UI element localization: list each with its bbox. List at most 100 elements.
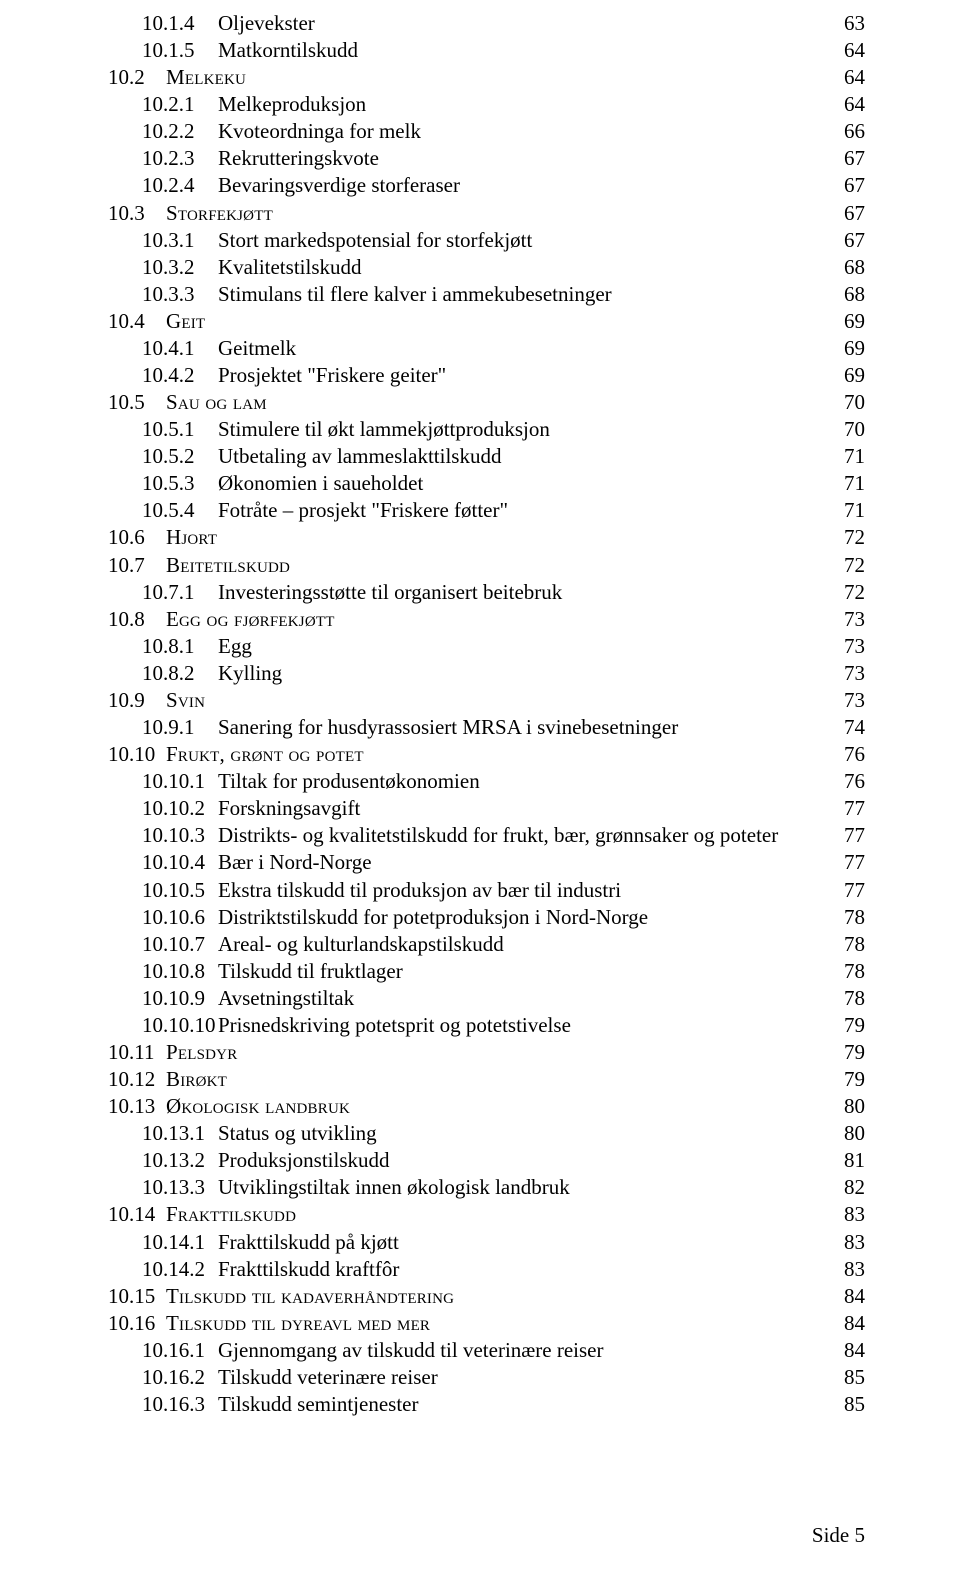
toc-entry-number: 10.5.3 — [142, 470, 218, 497]
toc-entry[interactable]: 10.2.2Kvoteordninga for melk66 — [108, 118, 865, 145]
toc-entry[interactable]: 10.13.3Utviklingstiltak innen økologisk … — [108, 1174, 865, 1201]
toc-entry[interactable]: 10.2.1Melkeproduksjon64 — [108, 91, 865, 118]
toc-entry-number: 10.10 — [108, 741, 166, 768]
toc-entry-page: 73 — [837, 687, 865, 714]
toc-entry[interactable]: 10.3Storfekjøtt67 — [108, 200, 865, 227]
toc-entry[interactable]: 10.5.1Stimulere til økt lammekjøttproduk… — [108, 416, 865, 443]
toc-entry-page: 80 — [837, 1093, 865, 1120]
toc-entry[interactable]: 10.10.6Distriktstilskudd for potetproduk… — [108, 904, 865, 931]
toc-entry[interactable]: 10.16.2Tilskudd veterinære reiser85 — [108, 1364, 865, 1391]
toc-entry-number: 10.5 — [108, 389, 166, 416]
toc-entry-label: Pelsdyr — [166, 1039, 237, 1066]
toc-entry[interactable]: 10.10.1Tiltak for produsentøkonomien76 — [108, 768, 865, 795]
toc-entry[interactable]: 10.8.2Kylling73 — [108, 660, 865, 687]
toc-entry[interactable]: 10.13Økologisk landbruk80 — [108, 1093, 865, 1120]
toc-entry[interactable]: 10.16Tilskudd til dyreavl med mer84 — [108, 1310, 865, 1337]
toc-entry-page: 73 — [837, 606, 865, 633]
toc-entry[interactable]: 10.11Pelsdyr79 — [108, 1039, 865, 1066]
toc-entry-label: Sanering for husdyrassosiert MRSA i svin… — [218, 714, 678, 741]
toc-entry[interactable]: 10.6Hjort72 — [108, 524, 865, 551]
toc-entry[interactable]: 10.5.4Fotråte – prosjekt "Friskere føtte… — [108, 497, 865, 524]
toc-entry-number: 10.10.9 — [142, 985, 218, 1012]
toc-entry-number: 10.2.2 — [142, 118, 218, 145]
toc-entry[interactable]: 10.16.1Gjennomgang av tilskudd til veter… — [108, 1337, 865, 1364]
toc-entry-label: Areal- og kulturlandskapstilskudd — [218, 931, 504, 958]
toc-entry-page: 83 — [837, 1201, 865, 1228]
toc-entry[interactable]: 10.4Geit69 — [108, 308, 865, 335]
toc-entry[interactable]: 10.12Birøkt79 — [108, 1066, 865, 1093]
toc-entry-page: 68 — [837, 254, 865, 281]
toc-entry-page: 79 — [837, 1012, 865, 1039]
toc-entry-page: 67 — [837, 145, 865, 172]
toc-entry-label: Ekstra tilskudd til produksjon av bær ti… — [218, 877, 621, 904]
toc-entry[interactable]: 10.9.1Sanering for husdyrassosiert MRSA … — [108, 714, 865, 741]
toc-entry-number: 10.15 — [108, 1283, 166, 1310]
toc-entry[interactable]: 10.10.3Distrikts- og kvalitetstilskudd f… — [108, 822, 865, 849]
toc-entry-page: 82 — [837, 1174, 865, 1201]
toc-entry-label: Frakttilskudd — [166, 1201, 296, 1228]
toc-entry[interactable]: 10.5.2Utbetaling av lammeslakttilskudd71 — [108, 443, 865, 470]
toc-entry[interactable]: 10.13.1Status og utvikling80 — [108, 1120, 865, 1147]
toc-entry[interactable]: 10.14.1Frakttilskudd på kjøtt83 — [108, 1229, 865, 1256]
toc-entry[interactable]: 10.7.1Investeringsstøtte til organisert … — [108, 579, 865, 606]
toc-entry-number: 10.13.1 — [142, 1120, 218, 1147]
toc-entry-page: 84 — [837, 1310, 865, 1337]
toc-entry-page: 78 — [837, 931, 865, 958]
toc-entry-label: Beitetilskudd — [166, 552, 290, 579]
toc-entry[interactable]: 10.10Frukt, grønt og potet76 — [108, 741, 865, 768]
toc-entry[interactable]: 10.16.3Tilskudd semintjenester85 — [108, 1391, 865, 1418]
toc-entry[interactable]: 10.3.3Stimulans til flere kalver i ammek… — [108, 281, 865, 308]
toc-entry-page: 64 — [837, 64, 865, 91]
toc-entry[interactable]: 10.5Sau og lam 70 — [108, 389, 865, 416]
toc-entry[interactable]: 10.8Egg og fjørfekjøtt73 — [108, 606, 865, 633]
table-of-contents: 10.1.4Oljevekster6310.1.5Matkorntilskudd… — [108, 10, 865, 1418]
toc-entry-page: 70 — [837, 389, 865, 416]
toc-entry[interactable]: 10.2.3Rekrutteringskvote67 — [108, 145, 865, 172]
toc-entry[interactable]: 10.1.4Oljevekster63 — [108, 10, 865, 37]
toc-entry-number: 10.1.5 — [142, 37, 218, 64]
toc-entry[interactable]: 10.5.3Økonomien i saueholdet71 — [108, 470, 865, 497]
toc-entry[interactable]: 10.2Melkeku64 — [108, 64, 865, 91]
toc-entry[interactable]: 10.10.8Tilskudd til fruktlager78 — [108, 958, 865, 985]
toc-entry-label: Gjennomgang av tilskudd til veterinære r… — [218, 1337, 604, 1364]
toc-entry[interactable]: 10.10.5Ekstra tilskudd til produksjon av… — [108, 877, 865, 904]
toc-entry[interactable]: 10.3.1Stort markedspotensial for storfek… — [108, 227, 865, 254]
toc-entry[interactable]: 10.2.4Bevaringsverdige storferaser67 — [108, 172, 865, 199]
toc-entry[interactable]: 10.9Svin73 — [108, 687, 865, 714]
toc-entry-label: Oljevekster — [218, 10, 315, 37]
toc-entry[interactable]: 10.10.7Areal- og kulturlandskapstilskudd… — [108, 931, 865, 958]
toc-entry[interactable]: 10.1.5Matkorntilskudd64 — [108, 37, 865, 64]
toc-entry[interactable]: 10.14.2Frakttilskudd kraftfôr83 — [108, 1256, 865, 1283]
toc-entry[interactable]: 10.15Tilskudd til kadaverhåndtering84 — [108, 1283, 865, 1310]
toc-entry[interactable]: 10.3.2Kvalitetstilskudd68 — [108, 254, 865, 281]
toc-entry[interactable]: 10.10.2Forskningsavgift77 — [108, 795, 865, 822]
toc-entry-page: 69 — [837, 308, 865, 335]
toc-entry-page: 83 — [837, 1229, 865, 1256]
toc-entry-label: Utviklingstiltak innen økologisk landbru… — [218, 1174, 570, 1201]
toc-entry[interactable]: 10.13.2Produksjonstilskudd81 — [108, 1147, 865, 1174]
toc-entry-label: Sau og lam — [166, 389, 267, 416]
toc-entry-number: 10.5.4 — [142, 497, 218, 524]
toc-entry[interactable]: 10.14Frakttilskudd83 — [108, 1201, 865, 1228]
toc-entry[interactable]: 10.7Beitetilskudd72 — [108, 552, 865, 579]
toc-entry-number: 10.10.6 — [142, 904, 218, 931]
toc-entry[interactable]: 10.4.2Prosjektet "Friskere geiter"69 — [108, 362, 865, 389]
toc-entry-page: 78 — [837, 985, 865, 1012]
toc-entry-number: 10.13.2 — [142, 1147, 218, 1174]
toc-entry-number: 10.3.2 — [142, 254, 218, 281]
toc-entry[interactable]: 10.10.10Prisnedskriving potetsprit og po… — [108, 1012, 865, 1039]
toc-entry[interactable]: 10.10.9Avsetningstiltak78 — [108, 985, 865, 1012]
toc-entry[interactable]: 10.8.1Egg73 — [108, 633, 865, 660]
toc-entry-page: 64 — [837, 37, 865, 64]
toc-entry-page: 66 — [837, 118, 865, 145]
toc-entry-label: Hjort — [166, 524, 217, 551]
toc-entry-number: 10.8.1 — [142, 633, 218, 660]
toc-entry[interactable]: 10.10.4Bær i Nord-Norge77 — [108, 849, 865, 876]
toc-entry[interactable]: 10.4.1Geitmelk69 — [108, 335, 865, 362]
toc-entry-label: Melkeku — [166, 64, 246, 91]
toc-entry-number: 10.16 — [108, 1310, 166, 1337]
toc-entry-number: 10.10.5 — [142, 877, 218, 904]
toc-entry-number: 10.5.1 — [142, 416, 218, 443]
toc-entry-page: 68 — [837, 281, 865, 308]
toc-entry-page: 74 — [837, 714, 865, 741]
